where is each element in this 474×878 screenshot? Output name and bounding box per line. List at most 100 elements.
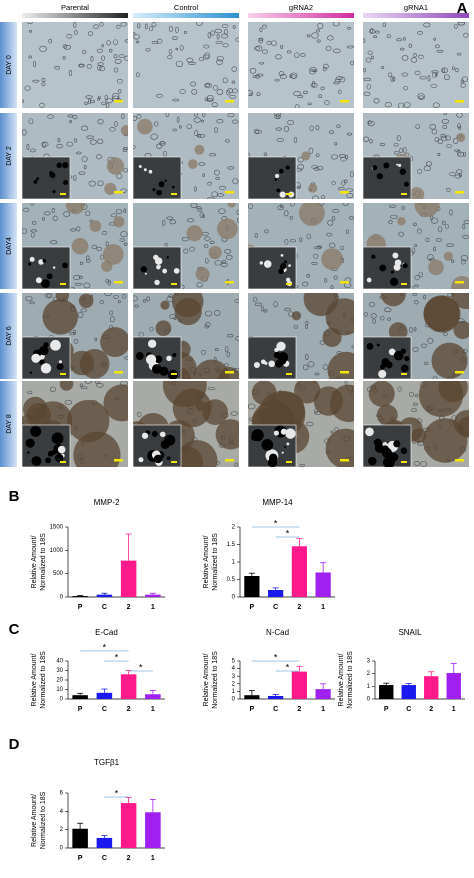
inset-blob [41,363,51,373]
micrograph [8,377,140,479]
y-axis-label: Relative Amount/ [203,535,210,588]
inset-scale-bar [60,283,66,285]
colony [175,298,202,325]
colony [209,246,222,259]
column-header-bar [248,13,354,18]
scale-bar [114,191,123,194]
x-tick-label: 2 [429,706,433,713]
inset-blob [371,255,375,259]
inset-blob [285,428,295,438]
column-header-bar [363,13,469,18]
inset-scale-bar [286,193,292,195]
y-tick-label: 1 [367,684,371,690]
inset-blob [31,354,40,363]
inset-blob [386,362,393,369]
inset-blob [367,343,374,350]
row-label: DAY 8 [6,414,13,434]
micrograph [362,112,469,202]
y-tick-label: 3 [232,674,236,680]
micrograph [362,192,473,298]
inset-blob [280,192,286,198]
colony [80,349,110,379]
inset-scale-bar [401,193,407,195]
micrograph [131,21,241,108]
y-tick-label: 1 [232,689,236,695]
colony [377,405,398,426]
y-axis-label: Normalized to 18S [212,533,219,591]
colony [292,311,301,320]
colony [428,260,444,276]
x-tick-label: 1 [321,604,325,611]
bar [316,689,331,699]
colony [456,133,465,142]
error-bar [150,799,156,812]
bar [72,829,88,848]
inset-scale-bar [60,461,66,463]
column-header-bar [133,13,239,18]
inset [248,157,296,199]
inset-blob [30,257,35,262]
y-axis-label: Normalized to 18S [347,651,354,709]
inset-scale-bar [286,461,292,463]
scale-bar [340,191,349,194]
colony [301,151,310,160]
colony [453,321,471,339]
inset-blob [284,260,287,263]
bar [145,694,161,699]
x-tick-label: 1 [321,706,325,713]
scale-bar [455,191,464,194]
x-tick-label: 2 [297,604,301,611]
scale-bar [114,281,123,284]
bar [97,838,113,848]
inset-blob [51,450,56,455]
scale-bar [225,371,234,374]
inset-blob [379,265,386,272]
chart-title: TGFβ1 [94,758,120,767]
bar [447,673,461,699]
inset-blob [59,360,62,363]
bar [268,590,283,597]
x-tick-label: 2 [127,706,131,713]
significance-label: * [274,652,278,662]
inset-blob [251,434,258,441]
chart-title: E-Cad [95,628,118,637]
column-header: gRNA2 [289,3,313,12]
micrograph [20,21,130,109]
colony [217,218,238,239]
inset-blob [261,359,266,364]
inset-blob [164,180,166,182]
inset-blob [152,431,158,437]
inset-blob [288,264,291,267]
inset-blob [262,439,274,451]
y-tick-label: 0 [367,697,371,703]
inset-blob [36,277,42,283]
colony [409,187,424,202]
colony [67,400,109,442]
inset-blob [372,165,377,170]
colony [196,267,210,281]
colony [137,119,153,135]
bar [292,546,307,597]
inset-blob [154,455,163,464]
scale-bar [455,281,464,284]
scale-bar [340,459,349,462]
column-header: Control [174,3,199,12]
colony [216,419,246,449]
micrograph [350,278,474,382]
y-tick-label: 2 [232,525,236,531]
scale-bar [340,371,349,374]
inset-blob [396,164,398,166]
inset-blob [172,353,176,357]
colony [186,225,202,241]
inset-blob [26,439,35,448]
error-bar [126,798,132,804]
colony [121,125,132,136]
x-tick-label: C [273,706,278,713]
y-tick-label: 1000 [50,548,64,554]
x-tick-label: P [78,706,83,713]
x-tick-label: 1 [151,855,155,862]
inset-blob [392,253,398,259]
inset-blob [56,162,61,167]
